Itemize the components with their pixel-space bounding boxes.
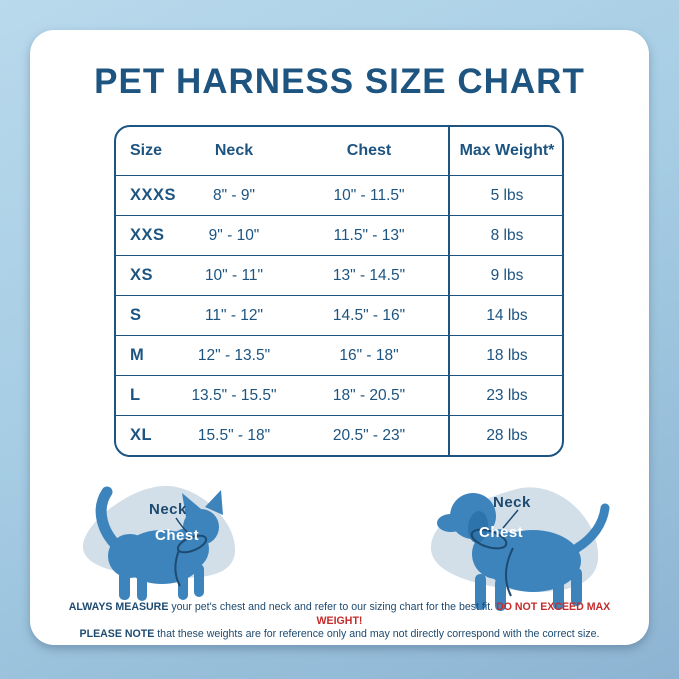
table-row: S 11" - 12" 14.5" - 16" 14 lbs: [116, 295, 562, 335]
dog-silhouette-icon: [430, 487, 610, 611]
size-cell: XXXS: [130, 186, 177, 204]
chest-cell: 13" - 14.5": [332, 266, 406, 284]
max-weight-cell: 28 lbs: [448, 416, 564, 455]
table-row: XXS 9" - 10" 11.5" - 13" 8 lbs: [116, 215, 562, 255]
cat-neck-label: Neck: [149, 501, 187, 518]
footer-please-note: PLEASE NOTE: [79, 628, 155, 640]
table-header-row: Size Neck Chest Max Weight*: [116, 127, 562, 175]
size-cell: XS: [130, 266, 154, 284]
max-weight-cell: 9 lbs: [448, 256, 564, 295]
size-cell: L: [130, 386, 141, 404]
neck-cell: 12" - 13.5": [197, 346, 271, 364]
size-chart-card: PET HARNESS SIZE CHART Size Neck Chest M…: [30, 30, 649, 645]
footer-note: ALWAYS MEASURE your pet's chest and neck…: [52, 601, 627, 642]
dog-neck-label: Neck: [493, 494, 531, 511]
table-row: XS 10" - 11" 13" - 14.5" 9 lbs: [116, 255, 562, 295]
size-table: Size Neck Chest Max Weight* XXXS 8" - 9" 1…: [114, 125, 564, 457]
header-neck: Neck: [214, 142, 254, 159]
dog-diagram: Neck Chest: [415, 466, 615, 616]
chest-cell: 16" - 18": [339, 346, 399, 364]
size-cell: M: [130, 346, 145, 364]
header-max-weight: Max Weight*: [448, 127, 564, 175]
table-row: L 13.5" - 15.5" 18" - 20.5" 23 lbs: [116, 375, 562, 415]
cat-chest-label: Chest: [155, 527, 200, 544]
max-weight-cell: 18 lbs: [448, 336, 564, 375]
neck-cell: 10" - 11": [204, 266, 264, 284]
chest-cell: 20.5" - 23": [332, 426, 406, 444]
chest-cell: 11.5" - 13": [333, 226, 405, 244]
max-weight-cell: 8 lbs: [448, 216, 564, 255]
footer-max-weight-warning: DO NOT EXCEED MAX WEIGHT!: [316, 601, 611, 627]
footer-line-2: PLEASE NOTE that these weights are for r…: [52, 628, 627, 642]
max-weight-cell: 14 lbs: [448, 296, 564, 335]
neck-cell: 9" - 10": [208, 226, 260, 244]
header-size: Size: [130, 142, 163, 159]
size-cell: XXS: [130, 226, 165, 244]
max-weight-cell: 23 lbs: [448, 376, 564, 415]
size-cell: S: [130, 306, 142, 324]
dog-harness-straps: [470, 509, 519, 597]
chest-cell: 14.5" - 16": [332, 306, 406, 324]
footer-line-1: ALWAYS MEASURE your pet's chest and neck…: [52, 601, 627, 628]
page-title: PET HARNESS SIZE CHART: [94, 62, 585, 101]
cat-harness-straps: [174, 517, 208, 587]
neck-cell: 11" - 12": [204, 306, 264, 324]
table-row: XL 15.5" - 18" 20.5" - 23" 28 lbs: [116, 415, 562, 455]
dog-ear: [467, 511, 489, 543]
cat-diagram: Neck Chest: [75, 470, 255, 605]
size-cell: XL: [130, 426, 153, 444]
footer-line1-text: your pet's chest and neck and refer to o…: [168, 601, 497, 613]
neck-cell: 8" - 9": [212, 186, 256, 204]
table-row: M 12" - 13.5" 16" - 18" 18 lbs: [116, 335, 562, 375]
header-chest: Chest: [346, 142, 392, 159]
footer-line2-text: that these weights are for reference onl…: [154, 628, 600, 640]
neck-cell: 15.5" - 18": [197, 426, 271, 444]
max-weight-cell: 5 lbs: [448, 176, 564, 215]
table-row: XXXS 8" - 9" 10" - 11.5" 5 lbs: [116, 175, 562, 215]
dog-chest-label: Chest: [479, 524, 524, 541]
cat-silhouette-icon: [82, 485, 236, 601]
footer-always-measure: ALWAYS MEASURE: [68, 601, 169, 613]
chest-cell: 18" - 20.5": [332, 386, 406, 404]
neck-cell: 13.5" - 15.5": [191, 386, 277, 404]
chest-cell: 10" - 11.5": [333, 186, 405, 204]
